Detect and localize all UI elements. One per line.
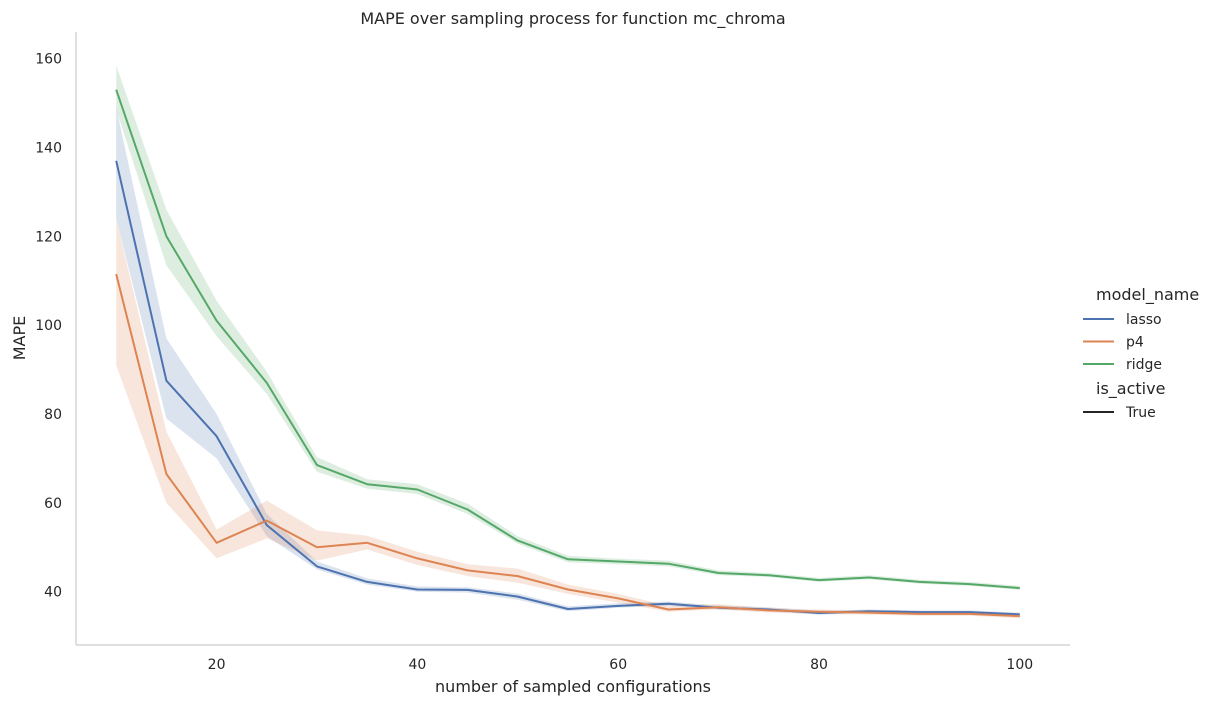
data-point-lasso	[266, 524, 268, 526]
data-point-p4	[617, 598, 619, 600]
data-point-lasso	[969, 611, 971, 613]
legend: model_name lasso p4 ridge is_active True	[1083, 285, 1199, 421]
series-line-lasso	[115, 160, 1020, 616]
legend-style-label: True	[1125, 405, 1156, 421]
data-point-lasso	[517, 596, 519, 598]
x-tick-labels: 20 40 60 80 100	[208, 657, 1033, 673]
legend-hue-title: model_name	[1096, 285, 1199, 305]
chart-title: MAPE over sampling process for function …	[360, 9, 785, 29]
data-point-ridge	[868, 577, 870, 579]
data-point-ridge	[266, 382, 268, 384]
data-point-lasso	[567, 608, 569, 610]
y-tick-labels: 40 60 80 100 120 140 160	[35, 52, 62, 601]
y-tick-label: 160	[35, 52, 62, 68]
legend-style-title: is_active	[1096, 379, 1165, 399]
legend-label-lasso: lasso	[1126, 312, 1162, 328]
data-point-ridge	[567, 559, 569, 561]
data-point-lasso	[417, 589, 419, 591]
x-tick-label: 20	[208, 657, 226, 673]
data-point-p4	[668, 609, 670, 611]
x-tick-label: 60	[609, 657, 627, 673]
plot-area	[115, 65, 1021, 619]
data-point-lasso	[617, 605, 619, 607]
data-point-p4	[1019, 615, 1021, 617]
data-point-p4	[567, 589, 569, 591]
data-point-p4	[768, 610, 770, 612]
legend-label-p4: p4	[1126, 335, 1144, 351]
data-point-p4	[919, 613, 921, 615]
x-axis-title: number of sampled configurations	[435, 677, 711, 696]
data-point-p4	[718, 606, 720, 608]
data-point-p4	[266, 520, 268, 522]
x-tick-label: 80	[810, 657, 828, 673]
data-point-ridge	[668, 563, 670, 565]
data-point-ridge	[517, 540, 519, 542]
data-point-p4	[115, 273, 117, 275]
data-point-ridge	[166, 236, 168, 238]
y-tick-label: 40	[44, 585, 62, 601]
data-point-lasso	[1019, 614, 1021, 616]
legend-label-ridge: ridge	[1126, 357, 1162, 373]
data-point-ridge	[768, 575, 770, 577]
data-point-p4	[316, 547, 318, 549]
data-point-lasso	[166, 380, 168, 382]
data-point-p4	[969, 613, 971, 615]
y-axis-title: MAPE	[10, 316, 29, 361]
data-point-p4	[868, 612, 870, 614]
data-point-ridge	[467, 509, 469, 511]
y-tick-label: 60	[44, 496, 62, 512]
y-tick-label: 80	[44, 407, 62, 423]
y-tick-label: 100	[35, 318, 62, 334]
y-tick-label: 120	[35, 229, 62, 245]
x-tick-label: 100	[1006, 657, 1033, 673]
data-point-ridge	[919, 581, 921, 583]
data-point-p4	[818, 611, 820, 613]
x-tick-label: 40	[408, 657, 426, 673]
data-point-p4	[467, 570, 469, 572]
data-point-ridge	[417, 489, 419, 491]
series-line-p4	[115, 273, 1020, 618]
data-point-ridge	[1019, 587, 1021, 589]
data-point-lasso	[668, 603, 670, 605]
data-point-p4	[166, 473, 168, 475]
data-point-lasso	[316, 566, 318, 568]
data-point-lasso	[115, 160, 117, 162]
data-point-ridge	[818, 579, 820, 581]
data-point-ridge	[115, 89, 117, 91]
data-point-p4	[517, 575, 519, 577]
data-point-ridge	[969, 583, 971, 585]
data-point-ridge	[216, 320, 218, 322]
data-point-p4	[216, 542, 218, 544]
data-point-ridge	[617, 561, 619, 563]
data-point-ridge	[316, 464, 318, 466]
data-point-ridge	[366, 483, 368, 485]
data-point-p4	[417, 558, 419, 560]
data-point-ridge	[718, 572, 720, 574]
data-point-p4	[366, 542, 368, 544]
series-line-ridge	[115, 89, 1020, 590]
data-point-lasso	[467, 589, 469, 591]
data-point-lasso	[216, 435, 218, 437]
legend-hue-entries: lasso p4 ridge	[1083, 312, 1162, 373]
y-tick-label: 140	[35, 141, 62, 157]
data-point-lasso	[919, 611, 921, 613]
data-point-lasso	[366, 581, 368, 583]
